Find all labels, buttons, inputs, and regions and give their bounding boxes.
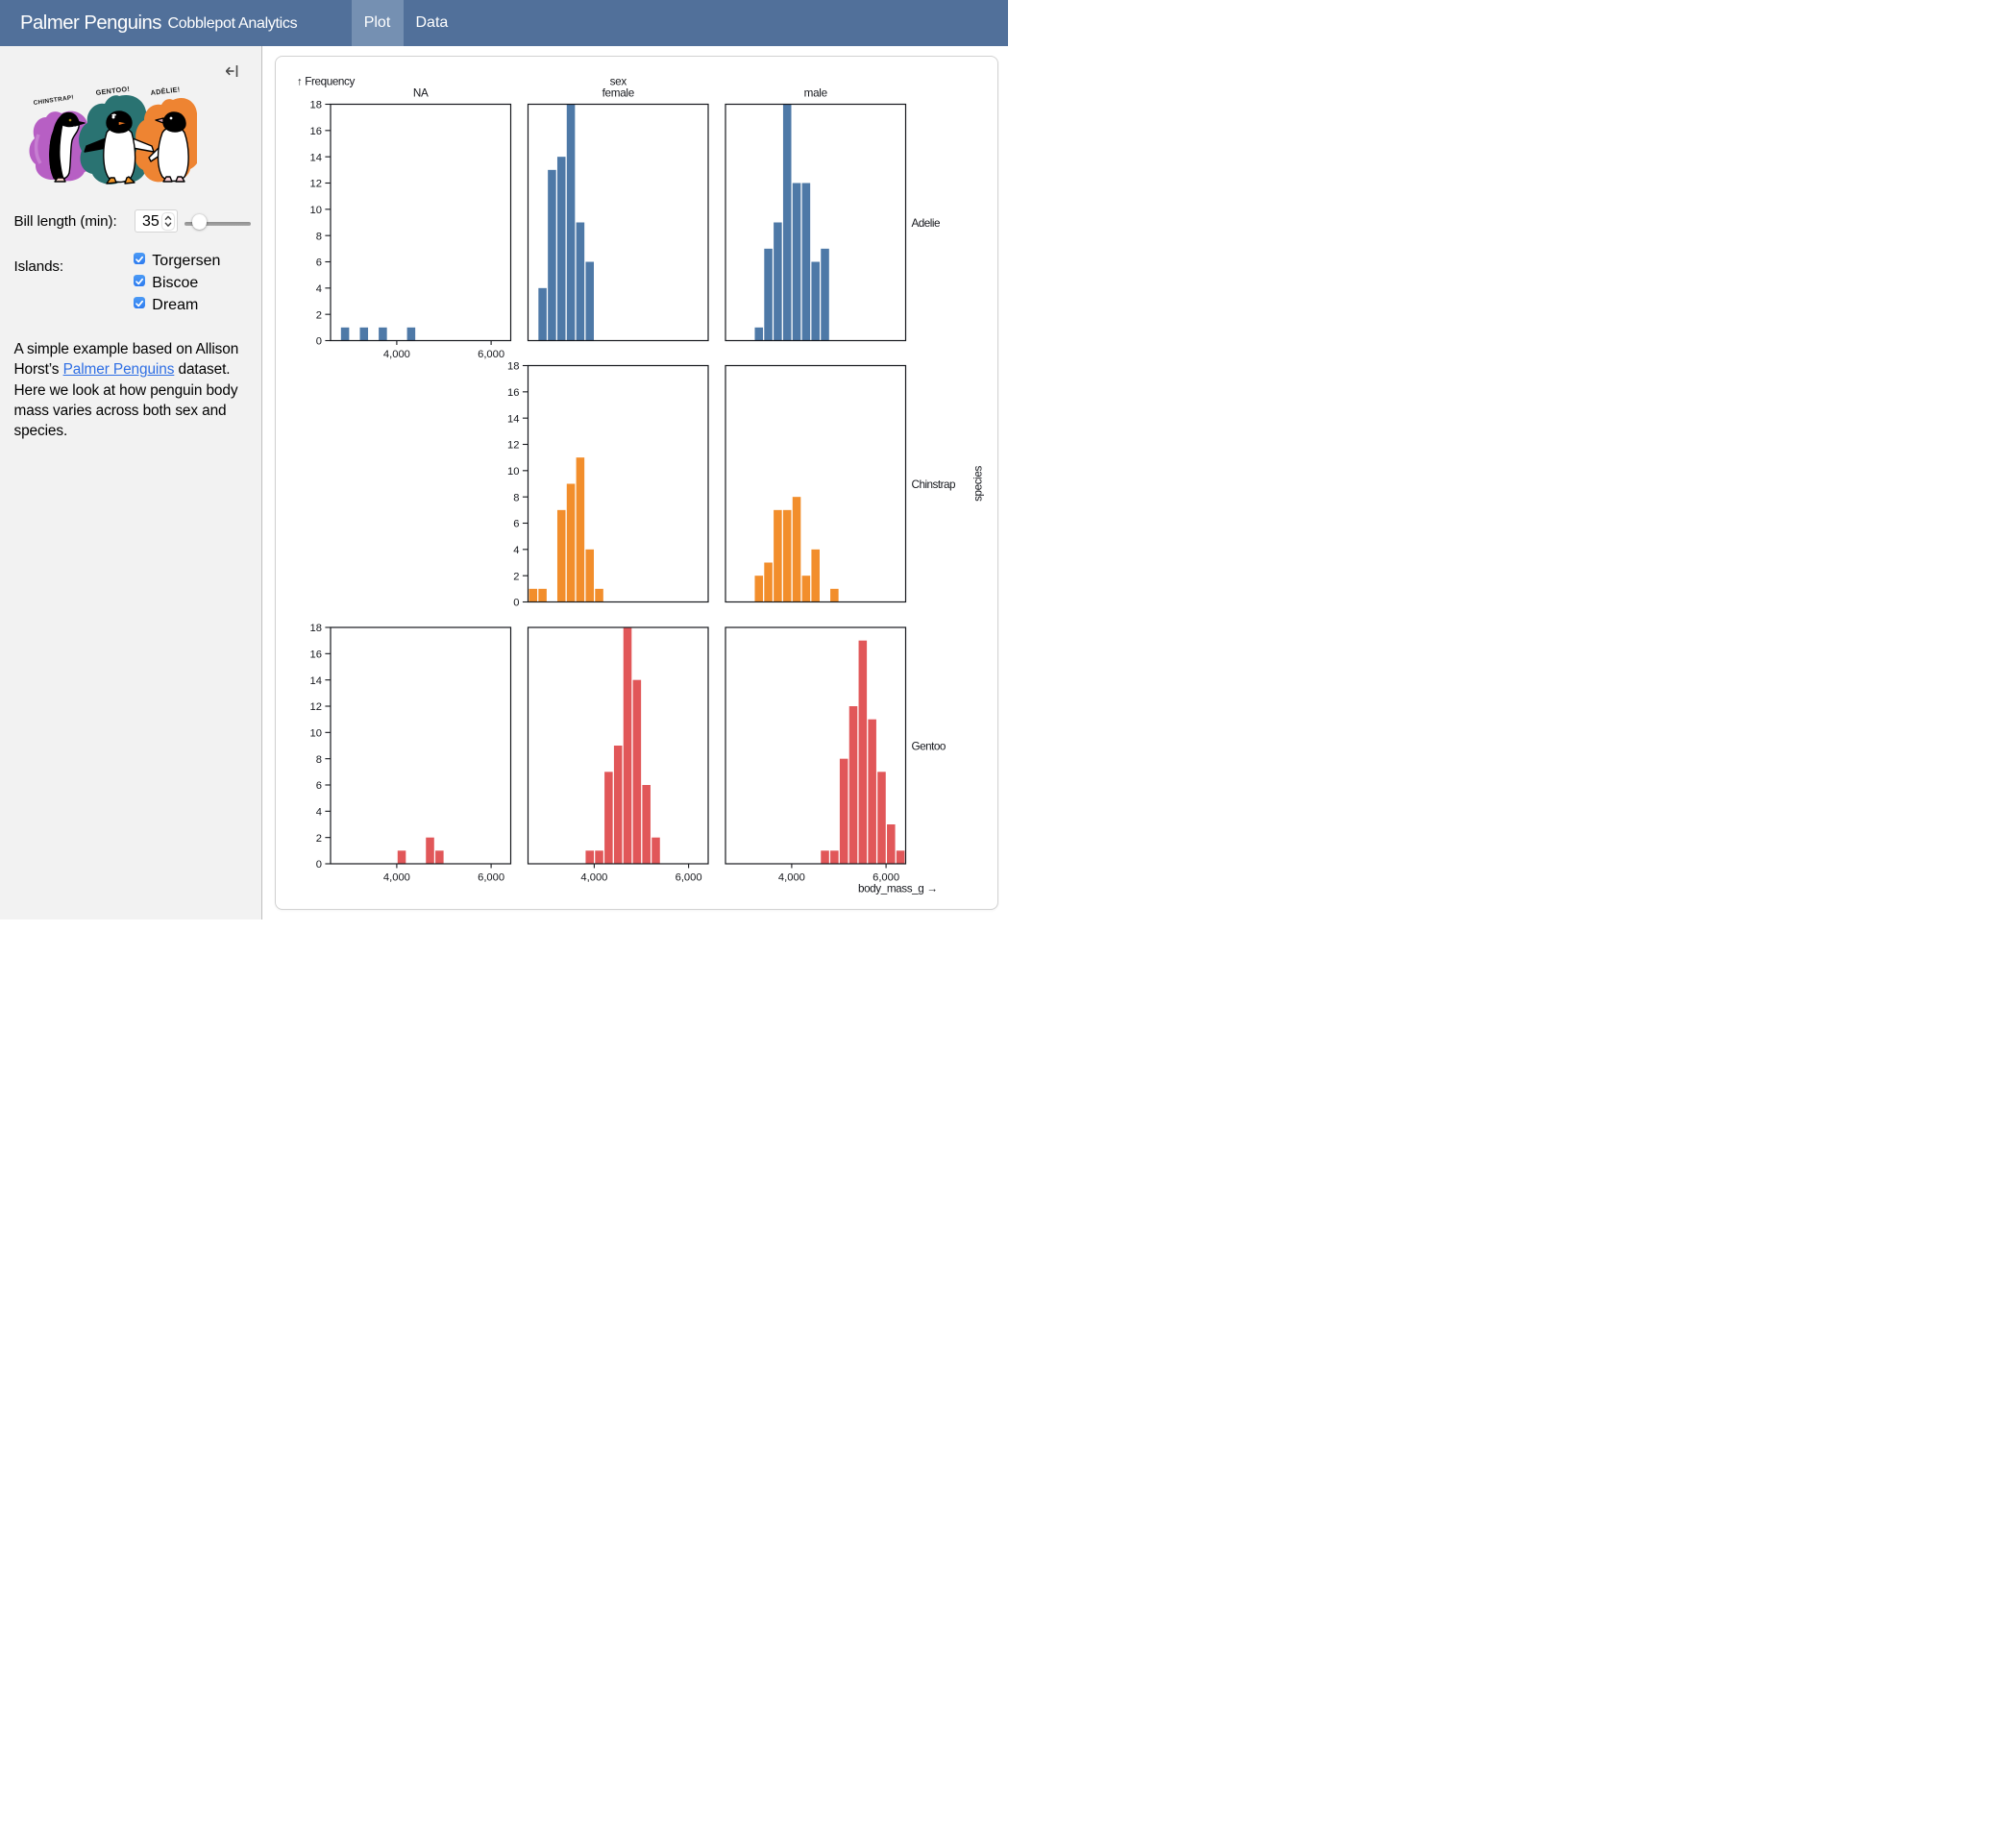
svg-text:6,000: 6,000	[676, 872, 702, 884]
svg-text:4,000: 4,000	[580, 872, 607, 884]
svg-text:Gentoo: Gentoo	[912, 740, 947, 752]
svg-text:6,000: 6,000	[478, 872, 504, 884]
svg-text:GENTOO!: GENTOO!	[95, 85, 130, 97]
svg-text:10: 10	[310, 727, 322, 739]
svg-text:16: 16	[310, 126, 322, 137]
svg-text:4,000: 4,000	[383, 349, 410, 360]
svg-text:10: 10	[507, 466, 519, 478]
svg-text:16: 16	[507, 387, 519, 399]
svg-text:12: 12	[310, 179, 322, 190]
svg-text:18: 18	[507, 361, 519, 373]
svg-text:2: 2	[513, 571, 519, 582]
svg-text:16: 16	[310, 649, 322, 660]
svg-text:14: 14	[310, 152, 322, 163]
svg-text:12: 12	[310, 701, 322, 713]
svg-text:18: 18	[310, 100, 322, 111]
svg-text:sex: sex	[610, 76, 627, 88]
svg-text:ADÉLIE!: ADÉLIE!	[150, 85, 181, 97]
svg-text:6,000: 6,000	[478, 349, 504, 360]
svg-text:male: male	[804, 87, 827, 100]
svg-text:0: 0	[316, 859, 322, 870]
svg-text:↑ Frequency: ↑ Frequency	[297, 76, 355, 88]
svg-text:14: 14	[507, 413, 519, 425]
svg-text:6: 6	[316, 780, 322, 792]
svg-text:body_mass_g →: body_mass_g →	[858, 883, 938, 895]
svg-text:14: 14	[310, 675, 322, 687]
svg-text:species: species	[972, 466, 985, 502]
svg-text:Adelie: Adelie	[912, 217, 941, 230]
svg-text:6,000: 6,000	[873, 872, 899, 884]
svg-text:2: 2	[316, 309, 322, 321]
svg-text:8: 8	[513, 492, 519, 503]
svg-text:2: 2	[316, 833, 322, 845]
svg-text:12: 12	[507, 440, 519, 452]
svg-text:10: 10	[310, 205, 322, 216]
svg-text:NA: NA	[413, 87, 429, 100]
svg-text:0: 0	[513, 598, 519, 609]
svg-text:4: 4	[513, 545, 519, 556]
svg-text:0: 0	[316, 336, 322, 348]
svg-text:4,000: 4,000	[383, 872, 410, 884]
svg-text:female: female	[602, 87, 634, 100]
svg-text:6: 6	[316, 257, 322, 269]
svg-text:Chinstrap: Chinstrap	[912, 478, 957, 491]
svg-text:4: 4	[316, 283, 322, 295]
svg-text:8: 8	[316, 231, 322, 242]
svg-text:18: 18	[310, 623, 322, 634]
svg-text:4: 4	[316, 806, 322, 818]
svg-text:6: 6	[513, 519, 519, 530]
svg-text:8: 8	[316, 754, 322, 766]
svg-text:4,000: 4,000	[778, 872, 805, 884]
